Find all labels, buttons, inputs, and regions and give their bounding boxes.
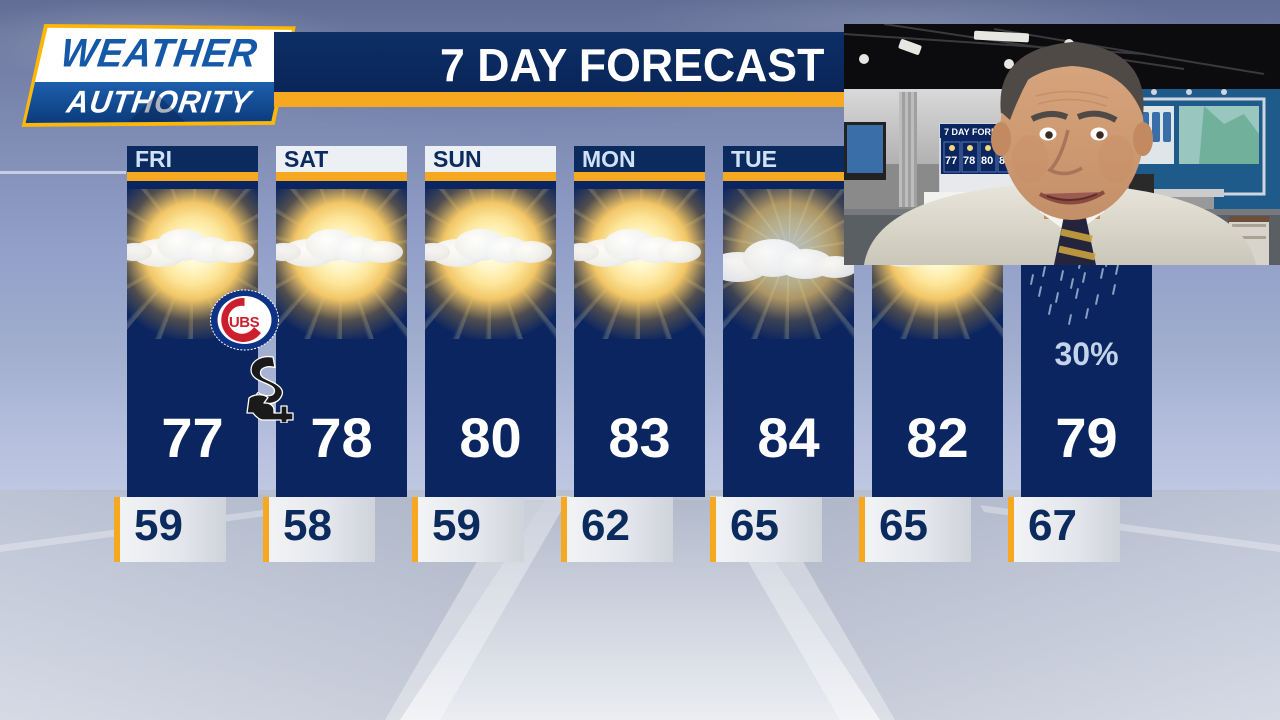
svg-text:UBS: UBS	[229, 314, 260, 331]
